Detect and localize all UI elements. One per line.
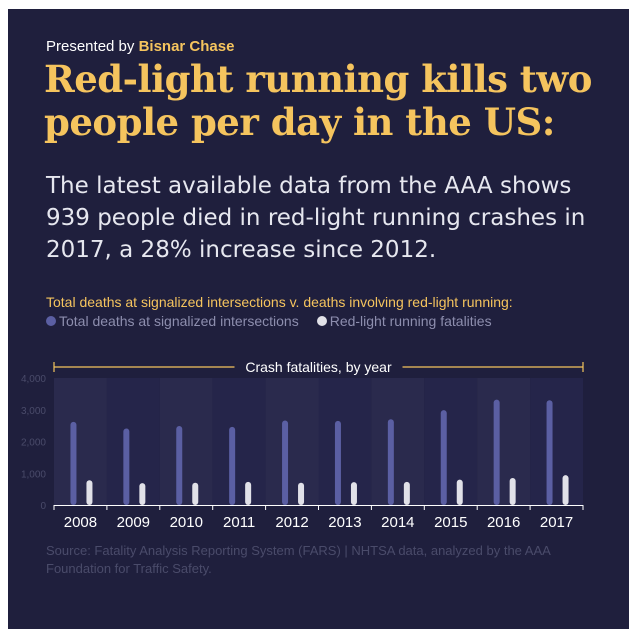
bar-total: [546, 400, 553, 505]
bar-redlight: [350, 482, 357, 505]
headline: Red-light running kills two people per d…: [44, 57, 592, 144]
legend-item-total: Total deaths at signalized intersections: [46, 313, 299, 329]
x-tick-label: 2009: [117, 514, 150, 531]
presented-by: Presented by Bisnar Chase: [46, 38, 234, 55]
legend-label-redlight: Red-light running fatalities: [329, 313, 492, 329]
bar-total: [176, 425, 183, 505]
legend-label-total: Total deaths at signalized intersections: [59, 313, 299, 329]
column-band: [212, 378, 266, 505]
subhead: The latest available data from the AAA s…: [46, 173, 586, 263]
column-band: [159, 378, 213, 505]
x-tick-label: 2016: [487, 514, 520, 531]
bar-total: [123, 428, 130, 505]
chart-legend: Total deaths at signalized intersections…: [46, 313, 492, 329]
bar-total: [440, 410, 447, 505]
x-tick-label: 2017: [540, 514, 573, 531]
bar-total: [282, 420, 289, 505]
y-tick-label: 0: [40, 501, 46, 512]
bar-redlight: [403, 481, 410, 505]
column-band: [318, 378, 372, 505]
column-band: [530, 378, 583, 505]
brand-name: Bisnar Chase: [138, 38, 235, 55]
axis-title: Crash fatalities, by year: [245, 359, 392, 375]
x-tick-label: 2014: [381, 514, 414, 531]
legend-dot-redlight: [316, 316, 327, 326]
x-tick-label: 2008: [64, 514, 97, 531]
source-note: Source: Fatality Analysis Reporting Syst…: [46, 543, 551, 576]
column-band: [106, 378, 160, 505]
column-band: [265, 378, 319, 505]
bar-redlight: [139, 483, 146, 505]
bar-redlight: [298, 482, 305, 505]
bar-redlight: [509, 478, 516, 505]
bar-total: [493, 399, 500, 505]
bar-total: [334, 420, 341, 505]
x-tick-label: 2010: [170, 514, 203, 531]
y-tick-label: 1,000: [21, 469, 46, 480]
bar-redlight: [245, 481, 252, 505]
x-tick-label: 2013: [328, 514, 361, 531]
legend-dot-total: [46, 316, 56, 326]
bar-redlight: [192, 482, 199, 505]
column-band: [371, 378, 425, 505]
x-tick-label: 2015: [434, 514, 467, 531]
legend-item-redlight: Red-light running fatalities: [316, 313, 492, 329]
x-tick-label: 2011: [223, 514, 255, 531]
y-tick-label: 2,000: [21, 438, 46, 449]
column-band: [54, 378, 107, 505]
bar-redlight: [562, 475, 569, 505]
bar-total: [387, 419, 394, 505]
column-band: [424, 378, 478, 505]
bar-redlight: [456, 479, 463, 505]
presented-prefix: Presented by: [46, 38, 135, 55]
y-tick-label: 3,000: [21, 406, 46, 417]
x-tick-label: 2012: [275, 514, 308, 531]
chart-title: Total deaths at signalized intersections…: [46, 294, 513, 310]
y-tick-label: 4,000: [21, 374, 46, 385]
bar-redlight: [86, 480, 93, 505]
bar-total: [229, 426, 236, 505]
column-band: [477, 378, 531, 505]
bar-total: [70, 421, 77, 505]
